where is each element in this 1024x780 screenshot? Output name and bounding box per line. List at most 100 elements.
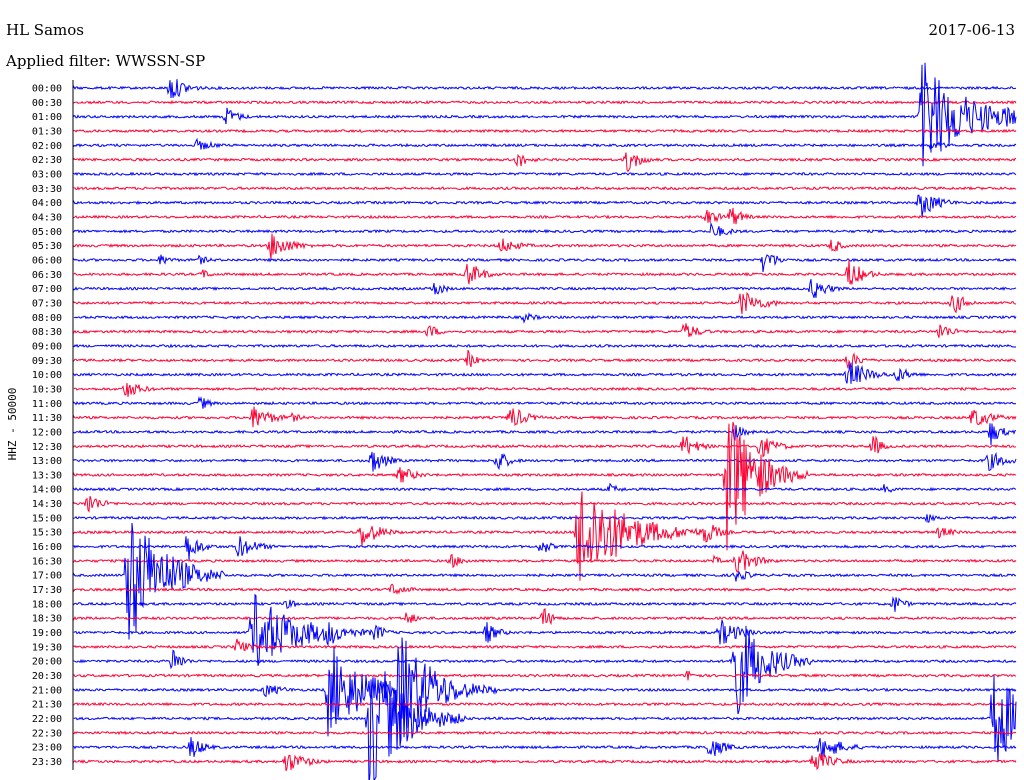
seismic-trace [73, 396, 1017, 409]
seismic-trace [73, 737, 1017, 761]
time-label: 23:30 [32, 757, 62, 768]
seismic-trace [73, 291, 1017, 315]
seismic-trace [73, 421, 1017, 551]
seismic-trace [73, 423, 1017, 446]
time-labels-group: 00:00 00:30 01:00 01:30 02:00 02:30 03:00 03:30… [32, 84, 62, 769]
seismic-trace [73, 671, 1017, 780]
time-label: 21:30 [32, 700, 62, 711]
seismic-trace [73, 550, 1017, 573]
time-label: 15:30 [32, 528, 62, 539]
station-title: HL Samos [6, 21, 84, 39]
time-label: 07:00 [32, 284, 62, 295]
time-label: 12:30 [32, 442, 62, 453]
time-label: 22:30 [32, 728, 62, 739]
time-label: 20:30 [32, 671, 62, 682]
time-label: 23:00 [32, 743, 62, 754]
time-label: 08:30 [32, 327, 62, 338]
time-label: 04:30 [32, 212, 62, 223]
seismic-trace [73, 152, 1017, 173]
seismic-trace [73, 137, 1017, 150]
time-label: 00:00 [32, 84, 62, 95]
time-label: 19:30 [32, 642, 62, 653]
time-label: 19:00 [32, 628, 62, 639]
time-label: 09:30 [32, 356, 62, 367]
seismic-trace [73, 62, 1017, 167]
seismic-trace [73, 406, 1017, 428]
time-label: 02:00 [32, 141, 62, 152]
seismic-trace [73, 343, 1017, 349]
time-label: 06:00 [32, 255, 62, 266]
time-label: 04:00 [32, 198, 62, 209]
seismic-trace [73, 638, 1017, 652]
time-label: 02:30 [32, 155, 62, 166]
time-label: 08:00 [32, 313, 62, 324]
time-label: 18:30 [32, 614, 62, 625]
time-label: 05:00 [32, 227, 62, 238]
seismic-trace [73, 259, 1017, 285]
time-label: 13:30 [32, 470, 62, 481]
time-label: 14:30 [32, 499, 62, 510]
time-label: 01:30 [32, 126, 62, 137]
seismic-trace [73, 79, 1017, 99]
seismic-trace [73, 350, 1017, 369]
seismic-trace [73, 323, 1017, 338]
seismic-trace [73, 730, 1017, 736]
time-label: 03:30 [32, 184, 62, 195]
time-label: 09:00 [32, 341, 62, 352]
seismic-trace [73, 514, 1017, 523]
seismic-trace [73, 221, 1017, 236]
seismic-trace [73, 185, 1017, 191]
seismic-trace [73, 194, 1017, 217]
traces-group [73, 62, 1017, 780]
time-label: 20:00 [32, 657, 62, 668]
time-label: 03:00 [32, 169, 62, 180]
time-label: 18:00 [32, 599, 62, 610]
time-label: 11:00 [32, 399, 62, 410]
time-label: 22:00 [32, 714, 62, 725]
seismic-trace [73, 596, 1017, 612]
time-label: 05:30 [32, 241, 62, 252]
time-label: 17:00 [32, 571, 62, 582]
seismic-trace [73, 207, 1017, 225]
seismic-trace [73, 383, 1017, 397]
seismic-trace [73, 670, 1017, 681]
time-label: 16:00 [32, 542, 62, 553]
channel-axis-label: HHZ - 50000 [6, 388, 19, 461]
seismic-trace [73, 491, 1017, 581]
time-label: 01:00 [32, 112, 62, 123]
seismic-trace [73, 99, 1017, 105]
seismic-trace [73, 233, 1017, 260]
seismic-trace [73, 451, 1017, 472]
time-label: 00:30 [32, 98, 62, 109]
seismic-trace [73, 637, 1017, 747]
seismic-trace [73, 435, 1017, 458]
seismic-trace [73, 128, 1017, 134]
seismic-trace [73, 496, 1017, 513]
time-label: 16:30 [32, 556, 62, 567]
time-label: 11:30 [32, 413, 62, 424]
seismic-trace [73, 312, 1017, 324]
time-label: 10:00 [32, 370, 62, 381]
seismic-trace [73, 607, 1017, 626]
time-label: 06:30 [32, 270, 62, 281]
seismic-trace [73, 171, 1017, 177]
seismic-trace [73, 701, 1017, 707]
time-label: 07:30 [32, 298, 62, 309]
seismic-trace [73, 482, 1017, 493]
seismic-trace [73, 362, 1017, 384]
seismic-trace [73, 279, 1017, 298]
date-label: 2017-06-13 [929, 21, 1015, 39]
seismic-trace [73, 583, 1017, 596]
seismic-trace [73, 522, 1017, 640]
time-label: 14:00 [32, 485, 62, 496]
seismic-trace [73, 593, 1017, 666]
time-label: 21:00 [32, 685, 62, 696]
time-label: 10:30 [32, 384, 62, 395]
seismic-trace [73, 536, 1017, 560]
time-label: 13:00 [32, 456, 62, 467]
seismic-trace [73, 254, 1017, 273]
time-label: 15:00 [32, 513, 62, 524]
filter-label: Applied filter: WWSSN-SP [5, 52, 205, 70]
time-label: 12:00 [32, 427, 62, 438]
